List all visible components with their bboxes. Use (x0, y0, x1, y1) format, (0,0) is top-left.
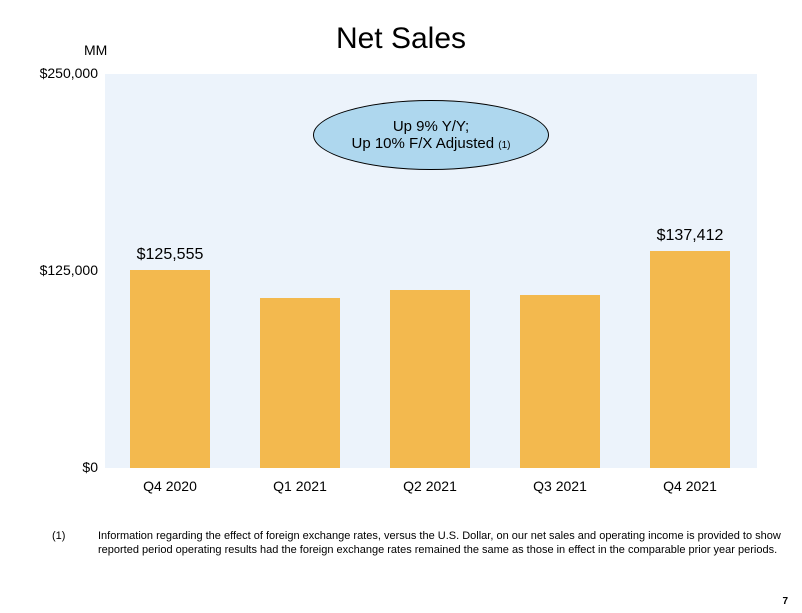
chart-title: Net Sales (0, 22, 802, 56)
x-axis-tick-label: Q2 2021 (370, 478, 490, 494)
y-axis-tick-label: $125,000 (18, 262, 98, 278)
footnote-number: (1) (52, 530, 98, 544)
bar-value-label: $125,555 (110, 246, 230, 264)
bar (260, 298, 340, 468)
bar (390, 290, 470, 468)
footnote: (1) Information regarding the effect of … (52, 530, 788, 558)
y-axis-tick-label: $0 (18, 459, 98, 475)
unit-label: MM (84, 42, 107, 58)
bar-value-label: $137,412 (630, 227, 750, 245)
callout-line-2: Up 10% F/X Adjusted (1) (352, 135, 511, 152)
bar (650, 251, 730, 468)
net-sales-bar-chart: $125,555 $137,412 Up 9% Y/Y;Up 10% F/X Adj… (105, 74, 757, 468)
growth-callout: Up 9% Y/Y;Up 10% F/X Adjusted (1) (313, 100, 549, 170)
footnote-text: Information regarding the effect of fore… (98, 530, 788, 558)
x-axis-tick-label: Q3 2021 (500, 478, 620, 494)
x-axis-tick-label: Q4 2020 (110, 478, 230, 494)
y-axis-tick-label: $250,000 (18, 65, 98, 81)
bar (520, 295, 600, 468)
callout-line-1: Up 9% Y/Y; (393, 118, 469, 135)
bar (130, 270, 210, 468)
slide: Net Sales MM $125,555 $137,412 Up 9% Y/Y;U… (0, 0, 802, 613)
page-number: 7 (782, 596, 788, 607)
x-axis-tick-label: Q4 2021 (630, 478, 750, 494)
x-axis-tick-label: Q1 2021 (240, 478, 360, 494)
